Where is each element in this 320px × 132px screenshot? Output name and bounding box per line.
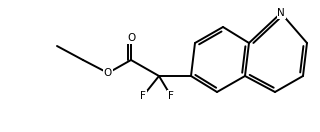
Text: F: F [168, 91, 174, 101]
Text: N: N [277, 8, 285, 18]
Text: O: O [127, 33, 135, 43]
Text: O: O [104, 68, 112, 78]
Text: F: F [140, 91, 146, 101]
